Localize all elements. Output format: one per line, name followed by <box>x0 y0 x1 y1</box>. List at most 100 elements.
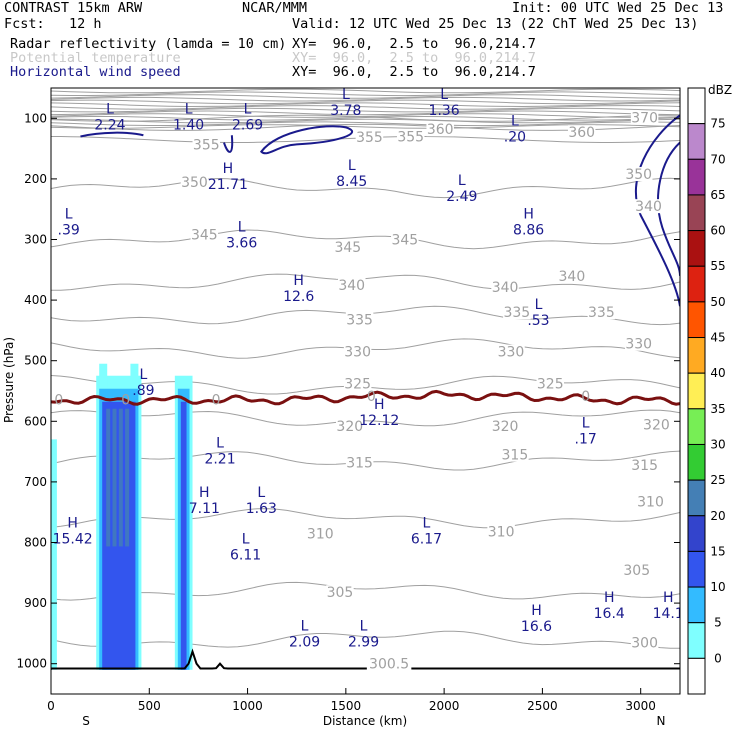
y-tick-label: 800 <box>24 536 47 550</box>
wind-extremum-low-marker: L <box>106 101 114 117</box>
colorbar-label: 30 <box>710 437 725 451</box>
wind-extremum-low-marker: L <box>423 515 431 531</box>
y-tick-label: 500 <box>24 354 47 368</box>
colorbar-swatch <box>687 372 706 410</box>
y-tick-label: 100 <box>24 111 47 125</box>
wind-contour <box>657 141 680 276</box>
colorbar-label: 15 <box>710 544 725 558</box>
theta-label-bg <box>501 447 529 462</box>
zero-contour-label: 0 <box>54 393 63 409</box>
zero-contour <box>51 389 680 406</box>
wind-extremum-value: .17 <box>575 431 597 447</box>
colorbar-swatch <box>687 515 706 552</box>
wind-extremum-value: 21.71 <box>208 177 248 193</box>
colorbar-label: 45 <box>710 331 725 345</box>
zero-contour-label: 0 <box>212 393 221 409</box>
wind-extremum-high-marker: H <box>67 515 78 531</box>
colorbar-swatch <box>687 443 706 481</box>
theta-contour-305 <box>51 581 680 601</box>
theta-upper-contour <box>51 121 680 127</box>
field-wind-name: Horizontal wind speed <box>10 64 181 80</box>
wind-extremum-high-marker: H <box>223 161 234 177</box>
y-tick-label: 700 <box>24 475 47 489</box>
wind-extremum-value: 2.99 <box>348 634 379 650</box>
theta-label-bg <box>536 376 565 391</box>
theta-label-bg <box>630 110 659 125</box>
wind-extremum-value: 12.6 <box>283 289 314 305</box>
colorbar-label: 75 <box>710 117 725 131</box>
theta-upper-contour <box>51 124 680 129</box>
theta-label-bg <box>636 494 665 509</box>
colorbar-swatch <box>687 622 706 659</box>
theta-label-bg <box>345 312 374 327</box>
colorbar-swatch <box>687 301 706 339</box>
theta-label: 345 <box>191 228 218 244</box>
theta-label: 305 <box>327 585 354 601</box>
colorbar-label: 20 <box>710 509 725 523</box>
reflectivity-core-15 <box>180 401 187 670</box>
wind-extremum-high-marker: H <box>374 397 385 413</box>
wind-extremum-value: 2.09 <box>289 634 320 650</box>
theta-label-bg <box>642 417 671 432</box>
theta-label: 360 <box>427 122 454 138</box>
theta-label: 335 <box>588 305 615 321</box>
colorbar-label: 50 <box>710 295 725 309</box>
theta-label-bg <box>630 635 659 650</box>
theta-label-bg <box>624 336 653 351</box>
colorbar-label: 65 <box>710 188 725 202</box>
x-tick-label: 3000 <box>625 699 656 713</box>
wind-extremum-low-marker: L <box>348 158 356 174</box>
colorbar-swatch <box>687 337 706 374</box>
colorbar-swatch <box>687 479 706 517</box>
wind-contour <box>223 135 234 153</box>
theta-label-bg <box>558 268 586 283</box>
theta-label: 350 <box>625 167 652 183</box>
theta-upper-contour <box>51 105 680 110</box>
x-axis-title: Distance (km) <box>323 714 407 728</box>
theta-label: 310 <box>307 526 334 542</box>
y-axis-title: Pressure (hPa) <box>2 337 16 423</box>
y-tick-label: 900 <box>24 596 47 610</box>
theta-label: 340 <box>492 280 519 296</box>
x-tick-label: 2500 <box>527 699 558 713</box>
wind-extremum-value: 8.86 <box>513 222 544 238</box>
wind-extremum-low-marker: L <box>458 173 466 189</box>
x-tick-label: 1500 <box>331 699 362 713</box>
theta-label: 350 <box>181 175 208 191</box>
colorbar-swatch <box>687 408 706 445</box>
wind-extremum-value: 14.1 <box>653 606 684 622</box>
theta-label: 340 <box>635 199 662 215</box>
chart-header: CONTRAST 15km ARW NCAR/MMM Init: 00 UTC … <box>0 0 740 84</box>
wind-extremum-low-marker: L <box>535 297 543 313</box>
theta-label-bg <box>587 305 616 320</box>
axes: 100 200 300 400 500 600 700 800 900 1000 0 500 1000 1… <box>16 87 681 713</box>
reflectivity-streak <box>112 408 117 547</box>
theta-upper-contour <box>51 107 680 113</box>
theta-label-bg <box>497 344 525 359</box>
theta-upper-contour <box>51 94 680 99</box>
theta-label-bg <box>630 457 659 472</box>
wind-extremum-value: 1.36 <box>429 103 460 119</box>
theta-label-bg <box>396 129 425 144</box>
theta-upper-contour <box>51 110 680 116</box>
theta-label-bg <box>355 130 384 145</box>
zero-contour-label: 0 <box>121 393 130 409</box>
plot-frame <box>50 87 681 695</box>
wind-extremum-high-marker: H <box>199 485 210 501</box>
wind-extremum-value: 8.45 <box>336 174 367 190</box>
theta-label-bg <box>426 122 454 137</box>
x-tick-label: 0 <box>47 699 55 713</box>
colorbar-label: 55 <box>710 259 725 273</box>
wind-extremum-value: 2.69 <box>232 117 263 133</box>
theta-label: 325 <box>537 377 564 393</box>
theta-upper-contour <box>51 118 680 124</box>
theta-label: 345 <box>334 240 361 256</box>
theta-upper-contour <box>51 99 680 105</box>
wind-extremum-low-marker: L <box>301 618 309 634</box>
reflectivity-streak <box>118 408 123 547</box>
theta-contour-350 <box>51 177 680 199</box>
wind-extremum-value: 6.11 <box>230 548 261 564</box>
south-label: S <box>82 714 90 728</box>
colorbar-label: 35 <box>710 402 725 416</box>
